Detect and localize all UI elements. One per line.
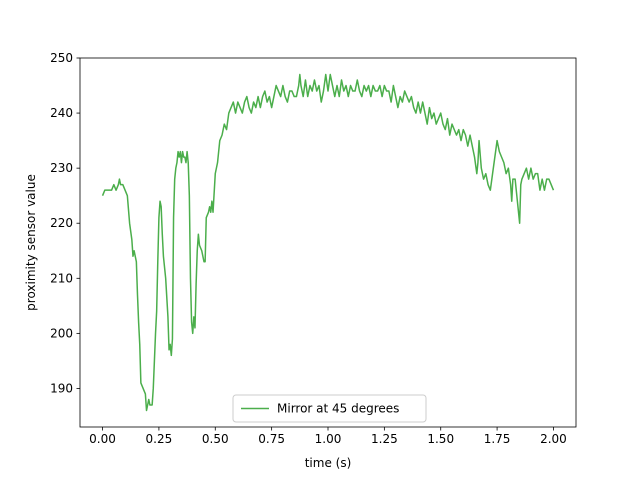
x-tick-label: 0.00	[89, 432, 116, 446]
y-axis-label: proximity sensor value	[24, 174, 38, 311]
y-tick-label: 210	[50, 271, 73, 285]
plot-area	[101, 73, 555, 412]
axes: 0.00 0.25 0.50 0.75 1.00 1.25 1.50 1.75 2.00 190 2…	[50, 51, 577, 446]
x-tick-label: 1.50	[427, 432, 454, 446]
x-tick-label: 0.25	[146, 432, 173, 446]
x-tick-label: 0.50	[202, 432, 229, 446]
legend-entry-label: Mirror at 45 degrees	[277, 402, 399, 416]
y-tick-label: 190	[50, 381, 73, 395]
y-tick-label: 240	[50, 106, 73, 120]
x-tick-label: 1.00	[315, 432, 342, 446]
x-tick-label: 1.75	[484, 432, 511, 446]
legend-box	[232, 394, 427, 423]
x-axis-label: time (s)	[305, 456, 352, 470]
y-tick-label: 200	[50, 326, 73, 340]
y-tick-label: 230	[50, 161, 73, 175]
x-tick-label: 2.00	[540, 432, 567, 446]
series-line-0	[101, 73, 555, 412]
x-tick-label: 1.25	[371, 432, 398, 446]
x-tick-label: 0.75	[258, 432, 285, 446]
legend: Mirror at 45 degrees	[232, 394, 427, 423]
y-tick-label: 250	[50, 51, 73, 65]
y-tick-label: 220	[50, 216, 73, 230]
